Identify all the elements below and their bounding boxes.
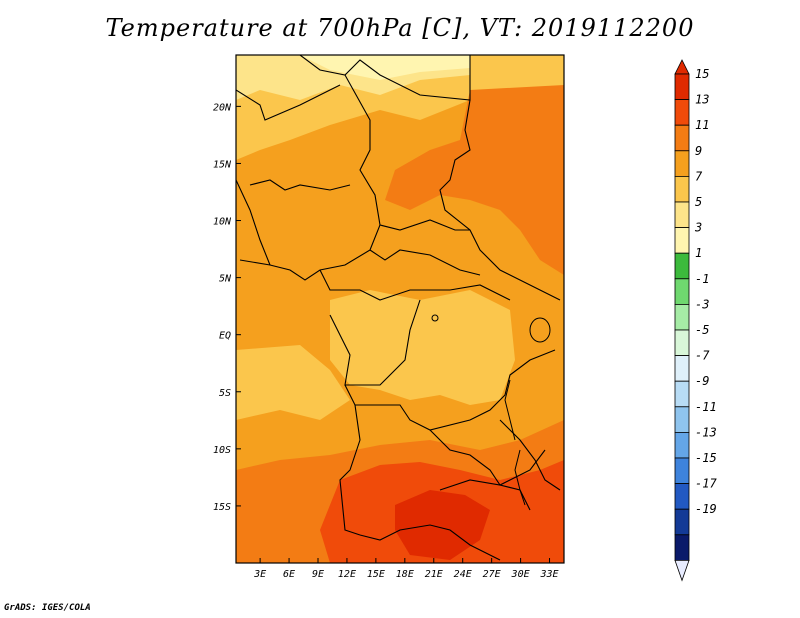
colorbar-swatch (674, 355, 690, 382)
x-tick-label: 9E (312, 569, 324, 580)
y-tick-label: EQ (219, 331, 231, 342)
colorbar-under-triangle (674, 560, 690, 582)
colorbar-label: -9 (695, 374, 709, 388)
colorbar-swatch (674, 252, 690, 280)
chart-title: Temperature at 700hPa [C], VT: 201911220… (105, 14, 695, 42)
colorbar-label: 5 (695, 195, 702, 209)
x-tick-label: 33E (539, 569, 558, 580)
colorbar-label: -19 (695, 502, 717, 516)
colorbar-swatch (674, 73, 690, 101)
temp-region-west-cool (236, 345, 350, 420)
y-tick-label: 15S (213, 502, 231, 513)
map-panel (236, 55, 564, 563)
lakes (431, 314, 551, 506)
colorbar-swatch (674, 406, 690, 433)
colorbar: 15 13 11 9 7 5 3 1 -1 -3 -5 -7 -9 -11 -13 -15 -17 -19 (674, 59, 717, 582)
temp-region-ne-warm (385, 85, 564, 275)
y-tick-label: 5S (219, 388, 231, 399)
colorbar-swatch (674, 329, 690, 357)
y-tick-label: 10S (213, 445, 231, 456)
colorbar-swatch (674, 150, 690, 177)
x-tick-label: 27E (483, 569, 501, 580)
x-tick-label: 12E (338, 569, 356, 580)
x-tick-label: 24E (454, 569, 472, 580)
y-tick-label: 20N (213, 102, 232, 113)
colorbar-swatch (674, 483, 690, 510)
grads-credit: GrADS: IGES/COLA (4, 603, 91, 613)
y-tick-label: 15N (213, 159, 232, 170)
colorbar-label: -17 (695, 477, 717, 491)
colorbar-swatch (674, 227, 690, 254)
colorbar-swatch (674, 303, 690, 331)
colorbar-swatch (674, 124, 690, 152)
colorbar-label: -13 (695, 425, 717, 439)
map-frame (235, 54, 565, 564)
colorbar-label: 15 (695, 67, 709, 81)
x-tick-label: 15E (367, 569, 385, 580)
colorbar-label: -3 (695, 297, 709, 311)
x-tick-label: 30E (511, 569, 530, 580)
temp-region-top-strip (300, 55, 470, 80)
x-tick-label: 18E (396, 569, 414, 580)
y-tick-label: 10N (213, 217, 232, 228)
colorbar-label: -15 (695, 451, 717, 465)
x-tick-label: 6E (283, 569, 295, 580)
y-axis: 20N 15N 10N 5N EQ 5S 10S 15S (213, 102, 241, 513)
x-axis: 3E 6E 9E 12E 15E 18E 21E 24E 27E 30E 33E (253, 558, 559, 580)
colorbar-label: 11 (695, 118, 709, 132)
colorbar-label: -11 (695, 400, 717, 414)
colorbar-swatch (674, 431, 690, 459)
colorbar-label: -5 (695, 323, 709, 337)
colorbar-swatch (674, 278, 690, 305)
x-tick-label: 3E (253, 569, 266, 580)
colorbar-swatch (674, 99, 690, 126)
x-tick-label: 21E (425, 569, 443, 580)
colorbar-swatch (674, 457, 690, 485)
colorbar-label: 1 (695, 246, 702, 260)
colorbar-swatch (674, 175, 690, 203)
temp-region-center-cool (330, 290, 515, 405)
colorbar-label: -7 (695, 349, 710, 363)
colorbar-swatch (674, 201, 690, 229)
y-tick-label: 5N (219, 274, 232, 285)
colorbar-label: 7 (695, 169, 703, 183)
colorbar-swatch (674, 380, 690, 408)
colorbar-label: 9 (695, 144, 702, 158)
colorbar-over-triangle (674, 59, 690, 75)
colorbar-swatch (674, 508, 690, 536)
colorbar-label: 13 (695, 93, 709, 107)
colorbar-label: 3 (694, 221, 702, 235)
colorbar-label: -1 (695, 272, 709, 286)
colorbar-swatch (674, 534, 690, 561)
